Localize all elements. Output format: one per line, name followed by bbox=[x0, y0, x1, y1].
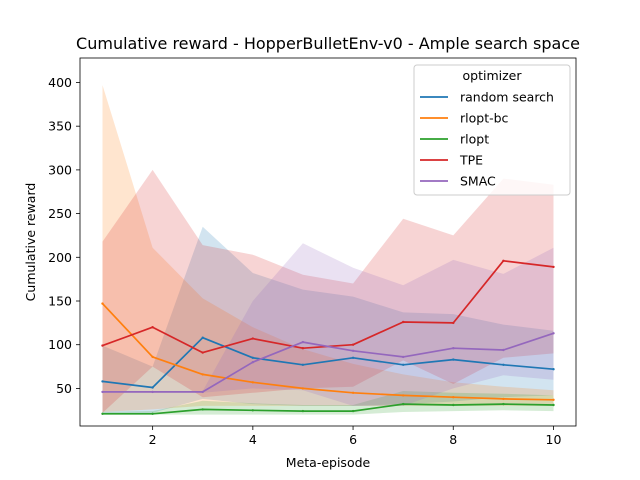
smac-point bbox=[452, 347, 455, 350]
random-search-point bbox=[201, 336, 204, 339]
rlopt-bc-legend-label: rlopt-bc bbox=[460, 111, 509, 126]
y-tick-label: 200 bbox=[48, 250, 72, 265]
rlopt-bc-point bbox=[402, 394, 405, 397]
rlopt-point bbox=[101, 412, 104, 415]
rlopt-bc-point bbox=[452, 396, 455, 399]
legend: optimizer random search rlopt-bc rlopt TPE SM… bbox=[413, 64, 571, 196]
random-search-point bbox=[552, 368, 555, 371]
chart-title: Cumulative reward - HopperBulletEnv-v0 -… bbox=[76, 34, 580, 53]
tpe-point bbox=[452, 321, 455, 325]
x-tick-label: 4 bbox=[249, 432, 257, 447]
x-tick-label: 8 bbox=[449, 432, 457, 447]
tpe-band bbox=[102, 169, 554, 413]
tpe-point bbox=[101, 344, 104, 347]
rlopt-bc-line bbox=[101, 303, 554, 401]
y-tick-label: 50 bbox=[56, 381, 72, 396]
rlopt-bc-point bbox=[101, 302, 104, 305]
rlopt-point bbox=[201, 408, 204, 411]
rlopt-point bbox=[351, 409, 355, 413]
random-search-legend-label: random search bbox=[460, 90, 554, 105]
y-tick-label: 100 bbox=[48, 337, 72, 352]
tpe-point bbox=[502, 259, 505, 262]
rlopt-bc-point bbox=[502, 397, 505, 401]
random-search-point bbox=[101, 380, 104, 383]
tpe-point bbox=[201, 351, 204, 354]
x-axis-label: Meta-episode bbox=[286, 455, 371, 470]
rlopt-line bbox=[102, 403, 554, 415]
tpe-legend-label: TPE bbox=[459, 153, 483, 168]
legend-title: optimizer bbox=[463, 68, 523, 83]
smac-point bbox=[201, 390, 204, 394]
y-tick-label: 150 bbox=[48, 294, 72, 309]
y-axis-ticks: 50 100 150 200 250 300 350 400 bbox=[48, 75, 80, 396]
rlopt-bc-point bbox=[552, 398, 555, 401]
random-search-band bbox=[102, 226, 554, 414]
rlopt-point bbox=[552, 403, 555, 407]
random-search-point bbox=[251, 356, 254, 359]
smac-point bbox=[402, 355, 405, 359]
smac-point bbox=[251, 361, 254, 364]
smac-point bbox=[151, 390, 154, 394]
rlopt-point bbox=[251, 409, 254, 412]
y-axis-label: Cumulative reward bbox=[23, 183, 38, 302]
rlopt-point bbox=[402, 402, 405, 406]
y-tick-label: 300 bbox=[48, 162, 72, 177]
x-axis-ticks: 2 4 6 8 10 bbox=[149, 426, 562, 447]
y-tick-label: 250 bbox=[48, 206, 72, 221]
rlopt-bc-point bbox=[201, 373, 204, 376]
rlopt-point bbox=[301, 409, 305, 413]
tpe-point bbox=[151, 326, 154, 329]
smac-point bbox=[301, 340, 305, 344]
smac-point bbox=[351, 349, 355, 352]
rlopt-bc-point bbox=[301, 387, 305, 390]
legend-box bbox=[413, 64, 571, 196]
x-tick-label: 10 bbox=[546, 432, 562, 447]
random-search-point bbox=[402, 363, 405, 366]
rlopt-bc-point bbox=[151, 355, 154, 359]
smac-band bbox=[102, 243, 554, 406]
tpe-point bbox=[251, 337, 254, 340]
rlopt-bc-band bbox=[102, 85, 554, 412]
random-search-point bbox=[151, 386, 154, 389]
x-tick-label: 6 bbox=[349, 432, 357, 447]
x-tick-label: 2 bbox=[149, 432, 157, 447]
tpe-point bbox=[301, 347, 305, 350]
tpe-point bbox=[552, 265, 555, 269]
rlopt-legend-label: rlopt bbox=[460, 132, 489, 147]
random-search-point bbox=[502, 363, 505, 366]
series-lines bbox=[101, 259, 555, 415]
random-search-point bbox=[351, 356, 355, 359]
rlopt-point bbox=[452, 403, 455, 407]
y-tick-label: 350 bbox=[48, 119, 72, 134]
rlopt-bc-point bbox=[251, 381, 254, 384]
tpe-point bbox=[351, 343, 355, 346]
random-search-point bbox=[301, 363, 305, 366]
rlopt-point bbox=[502, 402, 505, 406]
y-tick-label: 400 bbox=[48, 75, 72, 90]
plot-area-frame bbox=[79, 57, 577, 427]
smac-line bbox=[102, 332, 554, 393]
random-search-point bbox=[452, 358, 455, 361]
rlopt-bc-point bbox=[351, 391, 355, 394]
confidence-bands bbox=[102, 85, 554, 415]
smac-point bbox=[502, 348, 505, 352]
rlopt-point bbox=[151, 412, 154, 415]
smac-point bbox=[552, 332, 555, 335]
tpe-point bbox=[402, 320, 405, 324]
smac-legend-label: SMAC bbox=[460, 174, 496, 189]
smac-point bbox=[101, 390, 104, 394]
random-search-line bbox=[102, 336, 554, 389]
